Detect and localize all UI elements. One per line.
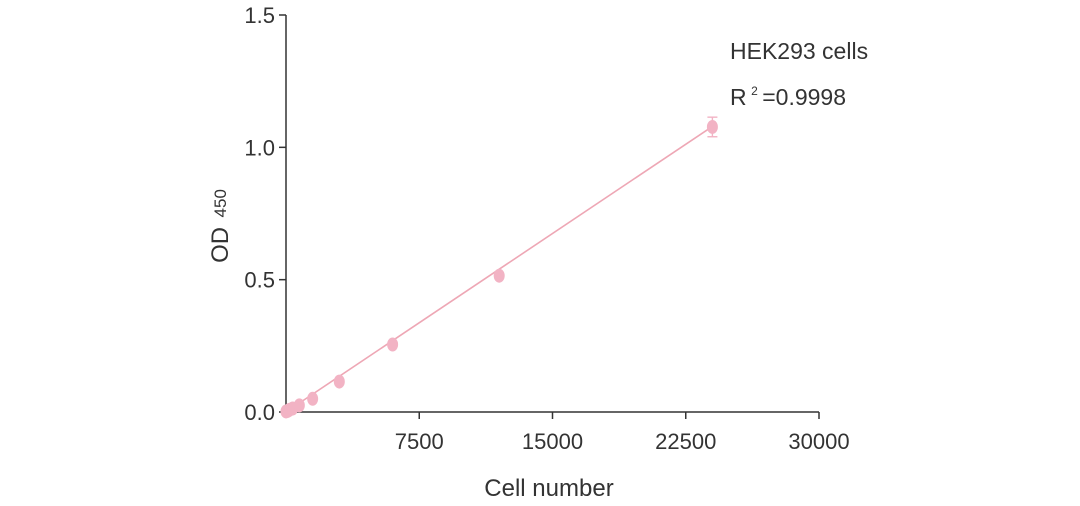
x-tick-label: 22500 — [655, 429, 716, 454]
x-tick-label: 15000 — [522, 429, 583, 454]
y-axis-title-main: OD — [207, 227, 234, 263]
r-squared-prefix: R — [730, 84, 747, 110]
r-squared-superscript: 2 — [751, 84, 758, 98]
cell-line-annotation: HEK293 cells — [730, 38, 868, 64]
r-squared-annotation: R 2 =0.9998 — [730, 82, 846, 110]
x-tick-label: 30000 — [788, 429, 849, 454]
axes: 7500 15000 22500 30000 0.0 0.5 1.0 1.5 — [244, 3, 849, 454]
data-point — [493, 268, 505, 283]
data-point — [387, 337, 399, 352]
y-tick-label: 1.0 — [244, 135, 275, 160]
y-tick-label: 0.0 — [244, 400, 275, 425]
data-point — [293, 398, 305, 413]
data-point — [706, 119, 718, 134]
r-squared-value: =0.9998 — [762, 84, 846, 110]
y-axis-title-subscript: 450 — [211, 189, 230, 217]
x-axis-title: Cell number — [484, 475, 613, 501]
x-tick-label: 7500 — [395, 429, 444, 454]
data-point — [307, 391, 319, 406]
data-point — [333, 374, 345, 389]
y-axis-title: OD 450 — [207, 189, 234, 263]
data-points-group — [280, 116, 718, 419]
y-tick-label: 0.5 — [244, 268, 275, 293]
y-tick-label: 1.5 — [244, 3, 275, 28]
